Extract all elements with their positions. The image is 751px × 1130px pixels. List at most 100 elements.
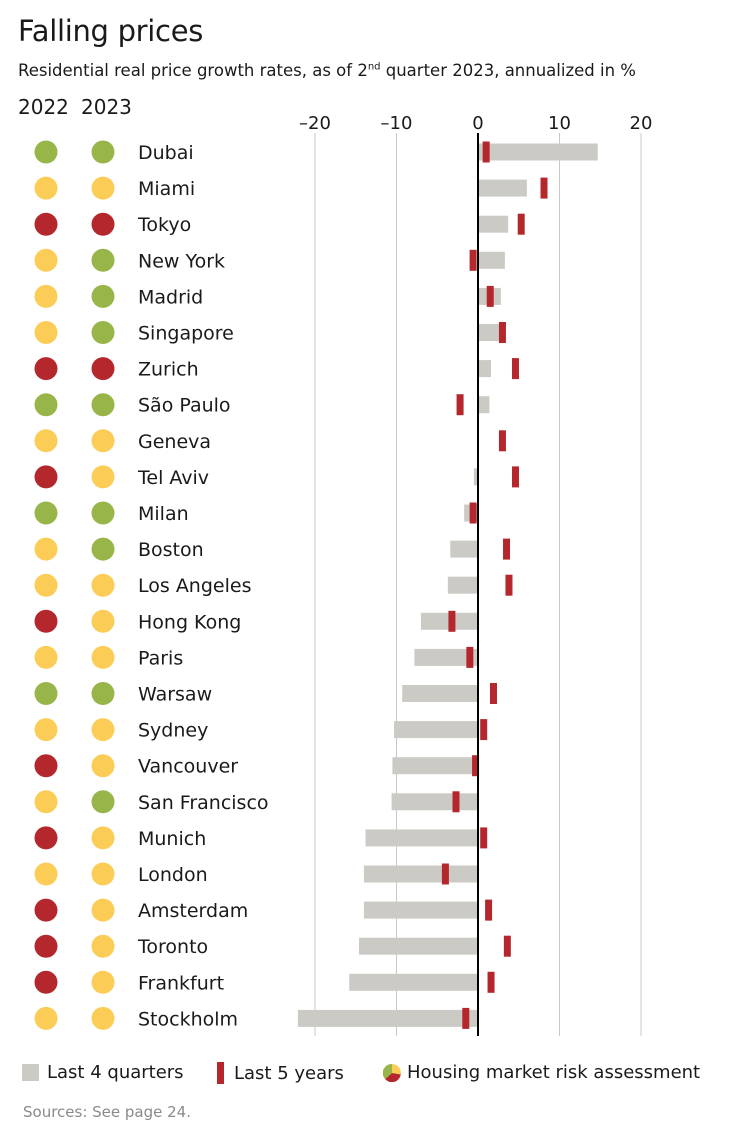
bar-last-4-quarters bbox=[478, 215, 509, 233]
risk-2022-dot bbox=[34, 176, 58, 200]
subtitle-superscript: nd bbox=[367, 61, 381, 73]
risk-2023-dot bbox=[91, 248, 115, 272]
risk-2022-dot bbox=[34, 501, 58, 525]
city-label: Munich bbox=[138, 828, 206, 850]
risk-2023-dot bbox=[91, 321, 115, 344]
subtitle-text: Residential real price growth rates, as … bbox=[18, 61, 368, 80]
marker-last-5-years bbox=[482, 141, 490, 163]
bar-last-4-quarters bbox=[297, 1009, 478, 1027]
marker-last-5-years bbox=[469, 249, 477, 271]
bar-last-4-quarters bbox=[473, 468, 478, 486]
risk-2022-dot bbox=[34, 718, 58, 742]
marker-last-5-years bbox=[480, 827, 488, 849]
risk-2022-dot bbox=[34, 934, 58, 958]
city-label: Paris bbox=[138, 647, 183, 669]
marker-last-5-years bbox=[489, 683, 497, 704]
bar-last-4-quarters bbox=[478, 360, 492, 378]
risk-2022-dot bbox=[34, 573, 58, 597]
marker-last-5-years bbox=[485, 899, 493, 921]
marker-last-5-years bbox=[452, 791, 460, 813]
marker-last-5-years bbox=[498, 430, 506, 452]
bar-last-4-quarters bbox=[363, 865, 478, 883]
risk-2023-dot bbox=[91, 970, 115, 994]
risk-2023-dot bbox=[91, 898, 115, 922]
city-label: London bbox=[138, 864, 208, 886]
city-label: Zurich bbox=[138, 359, 199, 381]
marker-last-5-years bbox=[469, 502, 477, 524]
legend-item-mark: Last 5 years bbox=[217, 1062, 344, 1084]
risk-2023-dot bbox=[91, 465, 115, 489]
risk-2022-dot bbox=[34, 284, 58, 308]
city-label: Singapore bbox=[138, 323, 234, 345]
risk-2022-dot bbox=[34, 140, 58, 164]
risk-2022-dot bbox=[34, 212, 58, 236]
bar-last-4-quarters bbox=[478, 179, 527, 197]
bar-last-4-quarters bbox=[394, 721, 478, 739]
city-label: Geneva bbox=[138, 431, 211, 453]
marker-last-5-years bbox=[441, 863, 449, 885]
risk-2022-dot bbox=[34, 357, 58, 381]
risk-2023-dot bbox=[91, 790, 115, 814]
subtitle-text-end: quarter 2023, annualized in % bbox=[380, 61, 636, 80]
risk-2023-dot bbox=[91, 826, 115, 850]
marker-last-5-years bbox=[486, 285, 494, 307]
bar-last-4-quarters bbox=[402, 685, 478, 702]
city-label: Toronto bbox=[137, 936, 208, 958]
city-label: Stockholm bbox=[138, 1008, 238, 1030]
risk-2022-dot bbox=[34, 248, 58, 272]
x-tick-label: –10 bbox=[381, 113, 413, 134]
risk-2022-dot bbox=[34, 826, 58, 850]
risk-2022-dot bbox=[34, 898, 58, 922]
risk-2022-dot bbox=[34, 970, 58, 994]
risk-2023-dot bbox=[91, 1006, 115, 1030]
city-label: Warsaw bbox=[138, 684, 212, 706]
risk-2022-dot bbox=[34, 754, 58, 778]
marker-last-5-years bbox=[466, 646, 474, 668]
legend-mark-label: Last 5 years bbox=[234, 1062, 344, 1084]
marker-last-5-years bbox=[498, 322, 506, 343]
risk-2023-dot bbox=[91, 609, 115, 633]
legend-bar-label: Last 4 quarters bbox=[47, 1062, 184, 1083]
risk-2022-dot bbox=[34, 645, 58, 669]
marker-last-5-years bbox=[511, 358, 519, 380]
risk-2023-dot bbox=[91, 934, 115, 958]
year-2022-header: 2022 bbox=[18, 95, 69, 119]
chart-title: Falling prices bbox=[18, 14, 204, 48]
risk-2023-dot bbox=[91, 429, 115, 453]
marker-last-5-years bbox=[517, 213, 525, 235]
bar-last-4-quarters bbox=[478, 143, 598, 161]
marker-last-5-years bbox=[540, 177, 548, 199]
bar-last-4-quarters bbox=[392, 757, 478, 775]
risk-2022-dot bbox=[34, 429, 58, 453]
legend-item-risk: Housing market risk assessment bbox=[383, 1062, 700, 1083]
x-tick-label: 20 bbox=[630, 113, 653, 134]
bar-last-4-quarters bbox=[478, 396, 490, 414]
x-tick-label: 10 bbox=[548, 113, 571, 134]
marker-last-5-years bbox=[505, 574, 513, 596]
bar-last-4-quarters bbox=[349, 973, 478, 991]
city-label: Dubai bbox=[138, 142, 194, 164]
risk-2023-dot bbox=[91, 140, 115, 164]
bar-last-4-quarters bbox=[365, 829, 478, 847]
city-label: Frankfurt bbox=[138, 972, 224, 994]
risk-2022-dot bbox=[34, 790, 58, 814]
legend-bar-swatch bbox=[22, 1064, 39, 1081]
risk-2023-dot bbox=[91, 682, 115, 705]
bar-last-4-quarters bbox=[414, 648, 478, 666]
bar-last-4-quarters bbox=[478, 251, 505, 269]
marker-last-5-years bbox=[456, 394, 464, 416]
risk-2022-dot bbox=[34, 862, 58, 886]
year-2023-header: 2023 bbox=[81, 95, 132, 119]
marker-last-5-years bbox=[503, 935, 511, 957]
x-tick-label: –20 bbox=[299, 113, 331, 134]
city-label: Vancouver bbox=[138, 756, 238, 778]
legend-mark-swatch bbox=[217, 1062, 224, 1084]
chart-area: –20 –10 0 10 20 Dubai Miami Tokyo New York Madrid… bbox=[34, 113, 653, 1036]
risk-2023-dot bbox=[91, 862, 115, 886]
risk-2022-dot bbox=[34, 465, 58, 489]
source-note: Sources: See page 24. bbox=[23, 1103, 191, 1121]
city-label: São Paulo bbox=[138, 395, 231, 417]
risk-2023-dot bbox=[91, 393, 115, 417]
risk-2023-dot bbox=[91, 284, 115, 308]
bar-last-4-quarters bbox=[478, 324, 500, 341]
